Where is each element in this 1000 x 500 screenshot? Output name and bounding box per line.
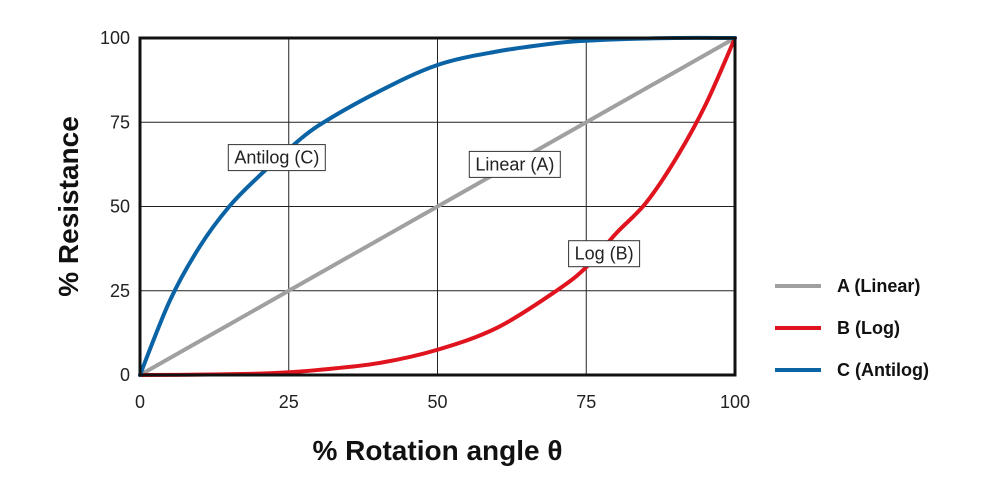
legend-item-b-log: B (Log) [775,318,900,338]
legend-label: B (Log) [837,318,900,338]
x-tick-label: 50 [427,392,447,412]
y-axis-title: % Resistance [53,116,84,297]
legend-label: A (Linear) [837,276,920,296]
annotations: Antilog (C) Linear (A) Log (B) [227,144,641,268]
x-tick-label: 100 [720,392,750,412]
annotation-label: Linear (A) [468,150,561,178]
x-axis-title: % Rotation angle θ [312,435,562,466]
plot-frame [138,36,737,377]
x-tick-label: 0 [135,392,145,412]
x-tick-label: 75 [576,392,596,412]
annotation-label: Antilog (C) [227,144,326,172]
annotation-box [568,240,641,268]
annotation-label: Log (B) [568,240,641,268]
y-tick-label: 100 [100,28,130,48]
annotation-text: Antilog (C) [234,148,319,168]
y-tick-label: 0 [120,365,130,385]
legend-label: C (Antilog) [837,360,929,380]
annotation-text: Linear (A) [475,154,554,174]
y-tick-label: 50 [110,197,130,217]
annotation-box [227,144,326,172]
series-lines [138,35,737,377]
series-line-a-linear [138,36,737,377]
annotation-text: Log (B) [575,244,634,264]
series-line-c-antilog [138,35,737,377]
series-line-b-log [138,36,737,377]
tick-labels: 0 25 50 75 100 0 25 50 75 100 [100,28,750,412]
annotation-box [468,150,561,178]
y-tick-label: 25 [110,281,130,301]
x-tick-label: 25 [279,392,299,412]
legend-item-a-linear: A (Linear) [775,276,920,296]
legend-item-c-antilog: C (Antilog) [775,360,929,380]
legend: A (Linear) B (Log) C (Antilog) [775,276,929,380]
y-tick-label: 75 [110,112,130,132]
